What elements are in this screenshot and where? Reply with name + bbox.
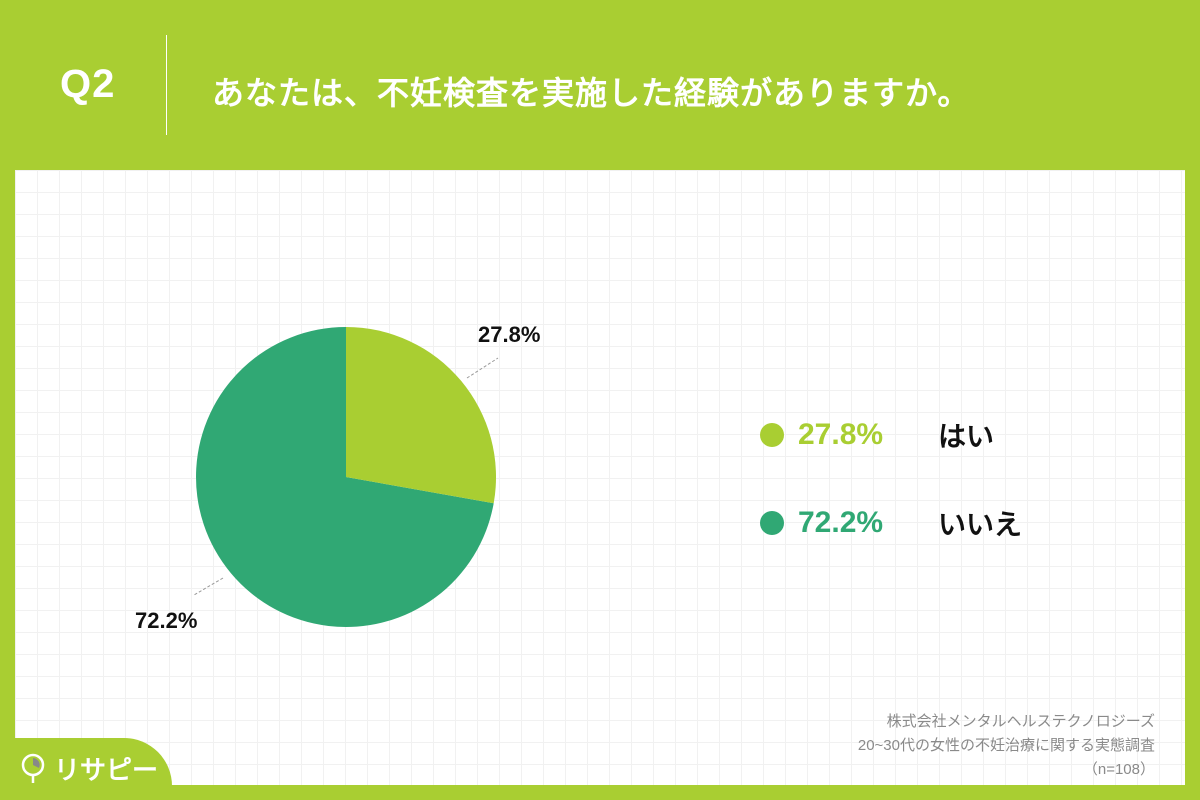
pin-chart-icon xyxy=(21,753,45,783)
legend-dot-icon xyxy=(760,423,784,447)
question-number: Q2 xyxy=(60,62,116,106)
source-company: 株式会社メンタルヘルステクノロジーズ xyxy=(886,713,1155,730)
pie-slice-no xyxy=(196,327,494,627)
header: Q2 あなたは、不妊検査を実施した経験がありますか。 xyxy=(0,0,1200,170)
chart-panel: 27.8% 72.2% 27.8% はい 72.2% いいえ 株式会社メンタルヘ… xyxy=(15,170,1185,785)
legend-pct: 72.2% xyxy=(798,506,884,539)
source-note: 株式会社メンタルヘルステクノロジーズ 20~30代の女性の不妊治療に関する実態調… xyxy=(858,710,1155,782)
legend-pct: 27.8% xyxy=(798,418,884,451)
legend-label: はい xyxy=(938,421,995,452)
pie-chart xyxy=(193,327,499,627)
leader-line-no xyxy=(193,577,224,596)
pie-label-no: 72.2% xyxy=(135,608,198,633)
leader-line-yes xyxy=(466,357,499,379)
legend-item-no: 72.2% いいえ xyxy=(760,503,1022,543)
source-sample-size: （n=108） xyxy=(1082,761,1155,778)
legend-label: いいえ xyxy=(938,509,1023,540)
pie-label-yes: 27.8% xyxy=(478,322,541,347)
legend-item-yes: 27.8% はい xyxy=(760,415,994,455)
source-survey: 20~30代の女性の不妊治療に関する実態調査 xyxy=(857,737,1155,754)
header-divider xyxy=(166,35,167,135)
logo-tab xyxy=(0,738,172,800)
legend-dot-icon xyxy=(760,511,784,535)
pie-slice-yes xyxy=(346,327,497,504)
logo-text: リサピー xyxy=(54,755,159,785)
question-title: あなたは、不妊検査を実施した経験がありますか。 xyxy=(212,75,971,111)
logo: リサピー xyxy=(20,750,158,787)
